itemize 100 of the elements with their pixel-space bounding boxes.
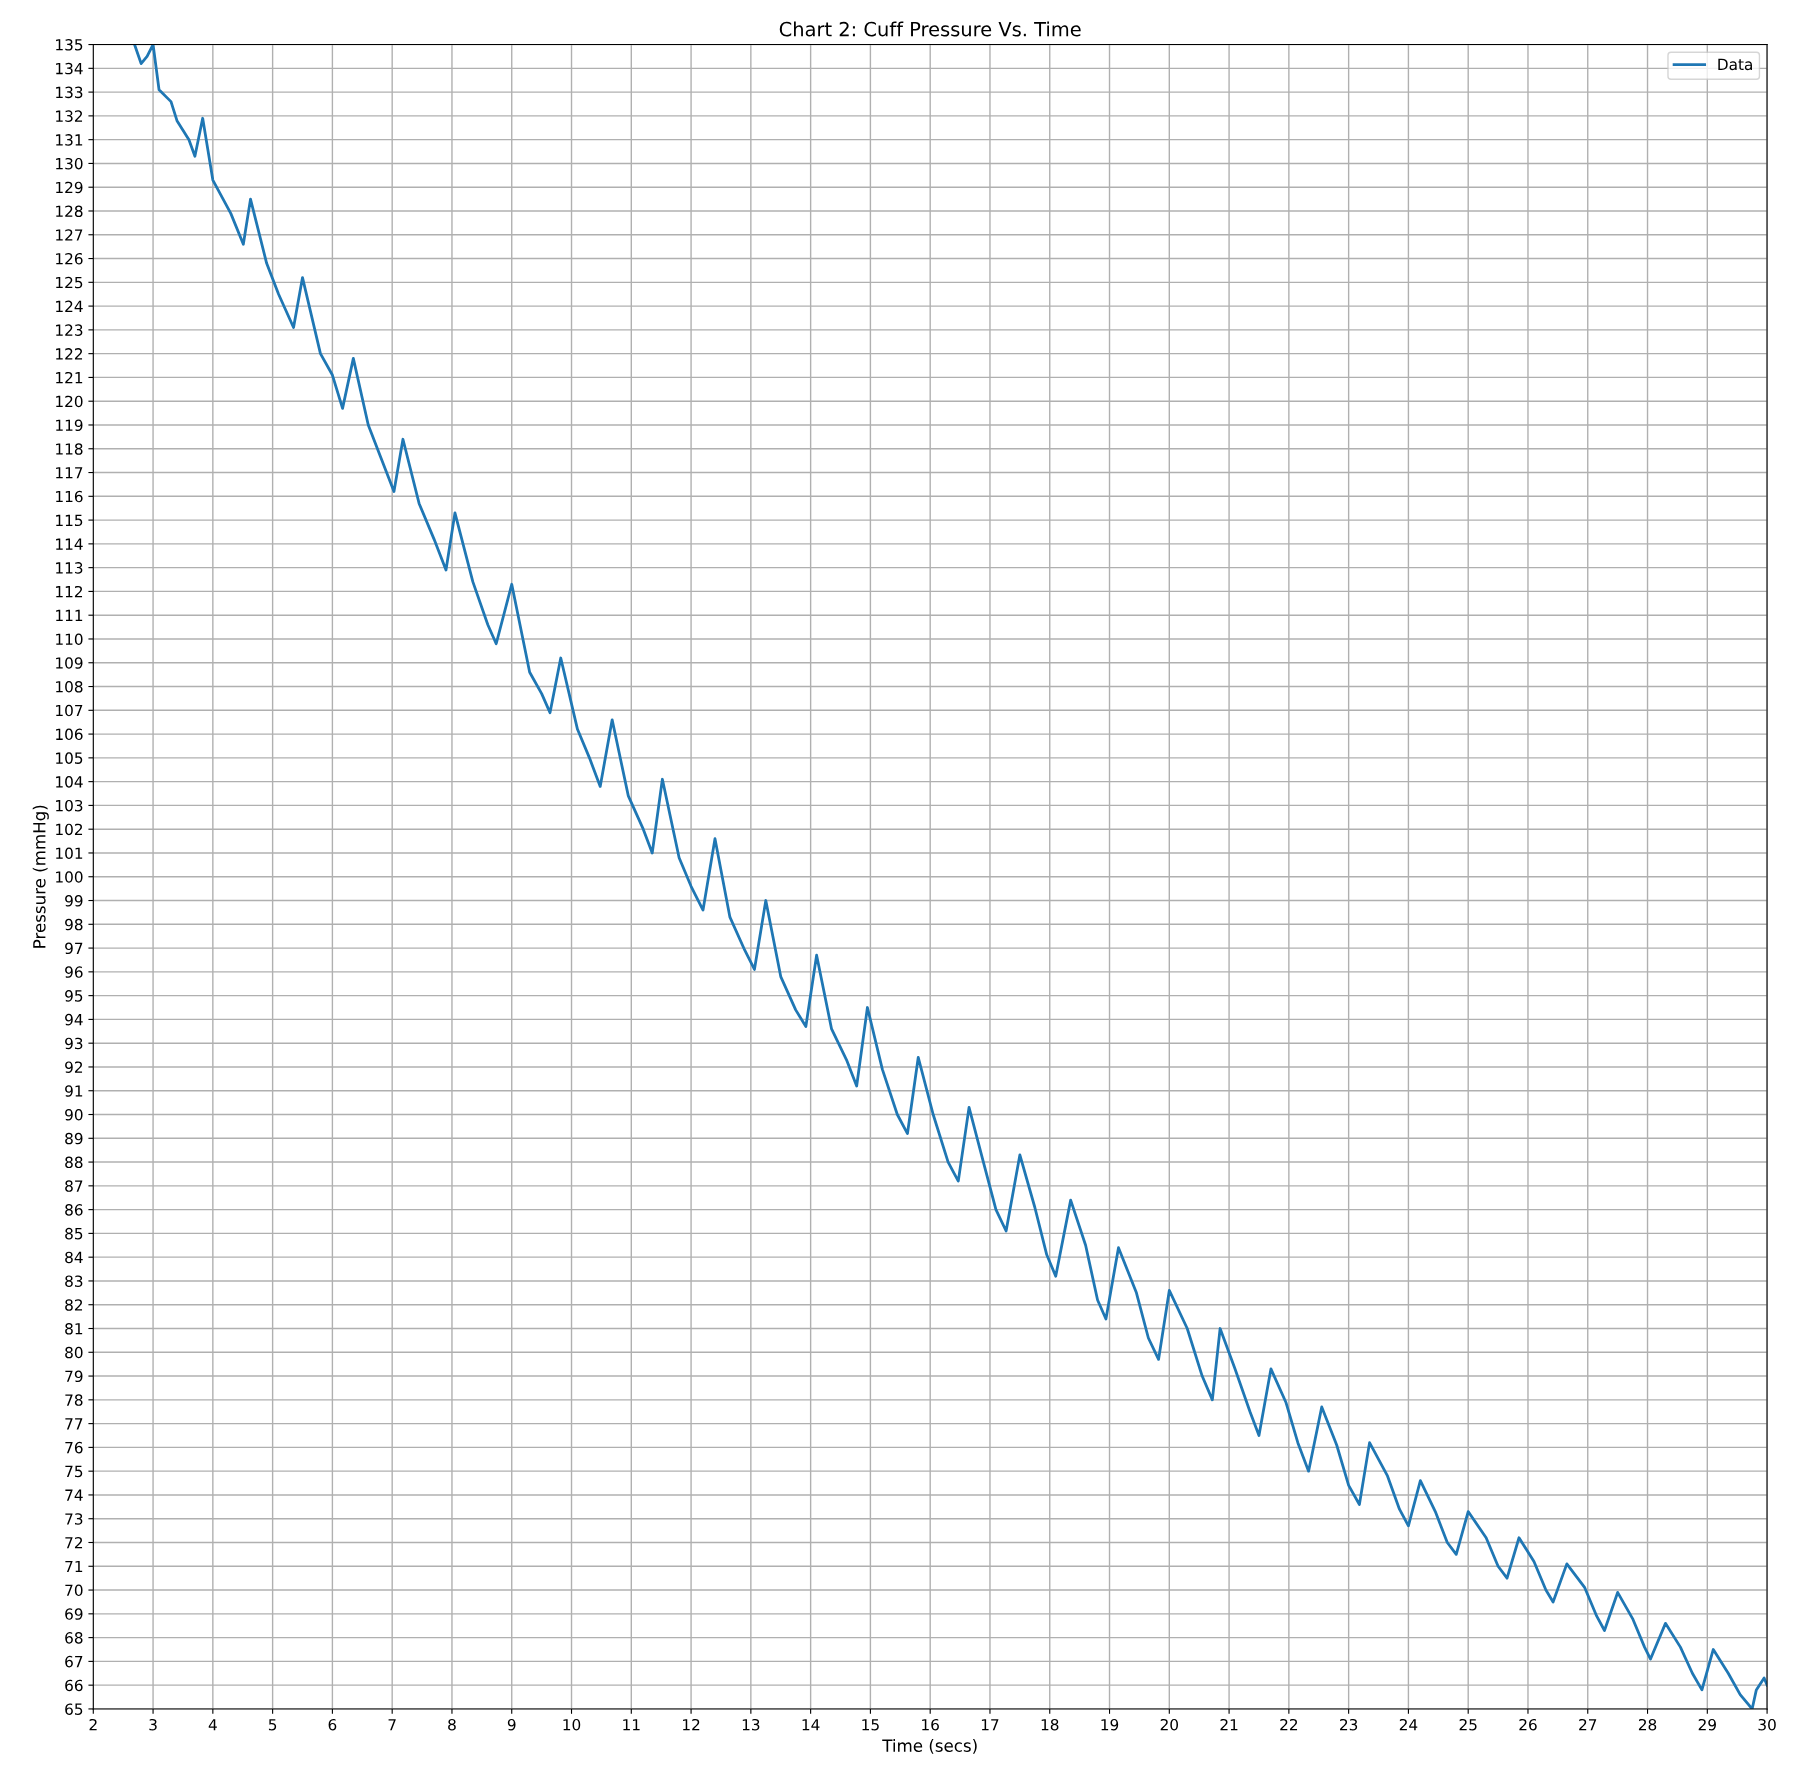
y-tick-label: 125 xyxy=(56,276,83,289)
y-tick-label: 72 xyxy=(65,1536,83,1549)
x-tick-label: 7 xyxy=(388,1719,396,1731)
y-tick-label: 99 xyxy=(65,894,83,907)
y-tick-label: 74 xyxy=(65,1489,83,1501)
y-tick-label: 108 xyxy=(56,680,83,693)
y-tick-label: 66 xyxy=(65,1679,83,1692)
y-tick-label: 116 xyxy=(56,490,83,503)
y-tick-label: 134 xyxy=(56,62,83,75)
y-tick-label: 130 xyxy=(56,157,83,170)
y-tick-label: 114 xyxy=(56,538,83,550)
y-tick-label: 131 xyxy=(56,134,83,146)
y-tick-label: 82 xyxy=(65,1299,83,1311)
x-tick-label: 24 xyxy=(1399,1718,1418,1731)
y-tick-label: 69 xyxy=(65,1608,83,1620)
y-tick-label: 100 xyxy=(56,871,83,883)
y-tick-label: 87 xyxy=(65,1180,83,1192)
x-tick-label: 22 xyxy=(1280,1718,1298,1731)
y-tick-label: 73 xyxy=(65,1513,83,1525)
y-tick-label: 80 xyxy=(65,1346,83,1359)
x-tick-label: 15 xyxy=(862,1719,879,1731)
y-tick-label: 84 xyxy=(65,1251,83,1264)
x-tick-label: 13 xyxy=(742,1718,760,1731)
y-tick-label: 75 xyxy=(65,1465,83,1478)
y-tick-label: 94 xyxy=(65,1013,83,1026)
y-tick-label: 86 xyxy=(65,1204,83,1216)
y-tick-label: 110 xyxy=(56,633,83,645)
x-tick-label: 16 xyxy=(922,1718,939,1731)
x-tick-label: 23 xyxy=(1340,1718,1358,1731)
x-tick-label: 6 xyxy=(328,1718,337,1731)
y-tick-label: 106 xyxy=(56,728,83,741)
x-tick-label: 5 xyxy=(268,1719,277,1731)
y-tick-label: 132 xyxy=(56,110,83,122)
y-tick-label: 115 xyxy=(56,514,83,527)
y-tick-label: 118 xyxy=(56,443,83,455)
y-tick-label: 93 xyxy=(65,1037,83,1050)
x-tick-label: 17 xyxy=(981,1719,999,1731)
x-tick-label: 14 xyxy=(802,1719,820,1731)
y-tick-label: 68 xyxy=(65,1632,83,1644)
y-tick-label: 123 xyxy=(56,324,83,336)
x-tick-label: 8 xyxy=(448,1718,456,1731)
y-tick-label: 97 xyxy=(65,942,83,955)
x-tick-label: 27 xyxy=(1579,1718,1597,1731)
y-tick-label: 117 xyxy=(56,467,83,479)
x-tick-label: 20 xyxy=(1160,1718,1179,1731)
y-tick-label: 101 xyxy=(56,847,83,859)
x-tick-label: 30 xyxy=(1758,1718,1776,1731)
x-tick-label: 11 xyxy=(623,1719,640,1731)
x-axis-title: Time (secs) xyxy=(882,1739,977,1754)
y-tick-label: 126 xyxy=(56,253,83,265)
y-tick-label: 104 xyxy=(56,776,83,788)
x-tick-label: 10 xyxy=(563,1718,581,1731)
y-tick-label: 81 xyxy=(65,1322,83,1335)
y-tick-label: 96 xyxy=(65,966,83,978)
y-tick-label: 133 xyxy=(56,86,83,99)
y-tick-label: 129 xyxy=(56,181,83,194)
x-tick-label: 2 xyxy=(89,1718,97,1731)
y-tick-label: 78 xyxy=(65,1394,83,1406)
y-tick-label: 85 xyxy=(65,1227,83,1240)
y-tick-label: 90 xyxy=(65,1108,83,1121)
y-tick-label: 95 xyxy=(65,990,83,1002)
y-tick-label: 65 xyxy=(65,1703,83,1715)
y-axis-title: Pressure (mmHg) xyxy=(32,805,49,948)
y-tick-label: 89 xyxy=(65,1132,83,1145)
y-tick-label: 127 xyxy=(56,229,83,241)
x-tick-label: 19 xyxy=(1101,1718,1119,1731)
y-tick-label: 119 xyxy=(56,419,83,431)
y-tick-label: 77 xyxy=(65,1418,83,1430)
chart-title: Chart 2: Cuff Pressure Vs. Time xyxy=(779,21,1081,37)
x-tick-label: 25 xyxy=(1459,1718,1477,1731)
y-tick-label: 109 xyxy=(56,657,83,669)
x-tick-label: 26 xyxy=(1519,1718,1537,1731)
y-tick-label: 88 xyxy=(65,1156,83,1169)
y-tick-label: 83 xyxy=(65,1275,83,1287)
y-tick-label: 121 xyxy=(56,371,83,384)
y-tick-label: 113 xyxy=(56,562,83,574)
x-tick-label: 4 xyxy=(208,1719,217,1731)
y-tick-label: 71 xyxy=(65,1560,83,1573)
y-tick-label: 122 xyxy=(56,348,83,360)
y-tick-label: 124 xyxy=(56,300,83,312)
y-tick-label: 111 xyxy=(56,609,83,621)
x-tick-label: 28 xyxy=(1638,1718,1657,1731)
x-tick-label: 21 xyxy=(1220,1718,1238,1731)
y-tick-label: 67 xyxy=(65,1655,83,1668)
y-tick-label: 135 xyxy=(56,39,83,51)
x-tick-label: 29 xyxy=(1698,1718,1716,1731)
legend-label: Data xyxy=(1718,58,1752,71)
y-tick-label: 128 xyxy=(56,205,83,218)
y-tick-label: 92 xyxy=(65,1061,83,1073)
x-tick-label: 18 xyxy=(1041,1718,1059,1731)
y-tick-label: 107 xyxy=(56,704,83,717)
y-tick-label: 112 xyxy=(56,585,83,598)
y-tick-label: 91 xyxy=(65,1085,83,1097)
y-tick-label: 70 xyxy=(65,1584,83,1597)
x-tick-label: 9 xyxy=(507,1718,516,1731)
y-tick-label: 120 xyxy=(56,395,83,408)
y-tick-label: 98 xyxy=(65,918,83,931)
y-tick-label: 103 xyxy=(56,799,83,812)
x-tick-label: 12 xyxy=(683,1718,700,1731)
y-tick-label: 76 xyxy=(65,1441,83,1454)
